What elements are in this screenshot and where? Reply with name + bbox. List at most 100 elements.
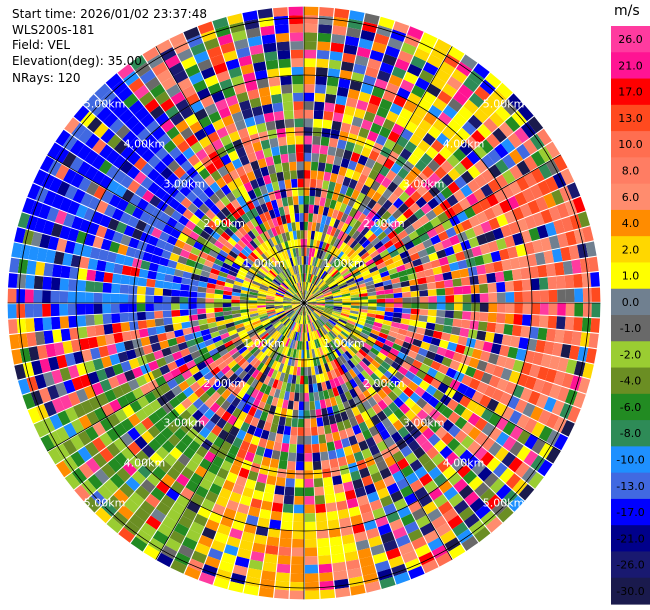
radar-gate: [464, 386, 477, 399]
radar-gate: [11, 349, 23, 365]
radar-gate: [289, 257, 294, 267]
radar-gate: [94, 270, 105, 282]
radar-gate: [284, 318, 291, 327]
radar-gate: [271, 217, 279, 227]
radar-gate: [247, 124, 258, 136]
radar-gate: [246, 200, 255, 211]
radar-gate: [481, 422, 495, 437]
radar-gate: [276, 216, 283, 226]
radar-gate: [376, 306, 386, 312]
radar-gate: [182, 271, 192, 279]
radar-gate: [76, 291, 86, 303]
radar-gate: [292, 248, 297, 257]
radar-gate: [260, 393, 269, 404]
radar-gate: [180, 409, 192, 422]
radar-gate: [523, 172, 537, 188]
radar-gate: [233, 339, 243, 348]
radar-gate: [196, 297, 206, 303]
radar-gate: [315, 320, 322, 328]
radar-gate: [274, 225, 282, 235]
radar-gate: [422, 501, 438, 515]
radar-gate: [255, 381, 264, 391]
radar-gate: [203, 225, 214, 235]
radar-gate: [228, 150, 239, 162]
radar-gate: [382, 319, 392, 326]
radar-gate: [223, 314, 233, 320]
radar-gate: [528, 227, 541, 241]
radar-gate: [548, 303, 558, 316]
radar-gate: [151, 368, 163, 379]
radar-gate: [85, 457, 101, 474]
radar-gate: [355, 233, 364, 243]
radar-gate: [343, 44, 358, 55]
radar-gate: [557, 289, 566, 303]
radar-gate: [305, 306, 309, 315]
radar-gate: [305, 590, 320, 600]
radar-gate: [263, 322, 272, 329]
radar-gate: [306, 305, 313, 313]
radar-gate: [265, 183, 274, 193]
radar-gate: [266, 273, 275, 281]
radar-gate: [490, 250, 502, 263]
radar-gate: [241, 108, 254, 120]
radar-gate: [361, 269, 371, 277]
radar-gate: [269, 315, 278, 321]
radar-gate: [198, 115, 212, 129]
radar-gate: [277, 555, 291, 565]
radar-gate: [458, 197, 471, 211]
radar-gate: [179, 249, 191, 259]
radar-gate: [437, 459, 451, 473]
radar-gate: [435, 316, 445, 325]
radar-gate: [112, 385, 125, 399]
radar-gate: [106, 427, 120, 442]
radar-gate: [322, 119, 333, 130]
radar-gate: [241, 459, 253, 471]
radar-gate: [75, 204, 88, 219]
radar-gate: [288, 288, 296, 295]
radar-gate: [327, 342, 335, 351]
radar-gate: [378, 266, 388, 274]
radar-gate: [121, 446, 135, 461]
radar-gate: [376, 294, 386, 299]
radar-gate: [313, 478, 324, 488]
radar-gate: [351, 343, 361, 352]
radar-gate: [292, 304, 301, 308]
radar-gate: [339, 517, 352, 528]
radar-gate: [357, 202, 367, 213]
radar-gate: [119, 303, 129, 313]
radar-gate: [257, 303, 266, 306]
radar-gate: [451, 326, 461, 336]
radar-gate: [46, 207, 60, 222]
radar-gate: [344, 105, 356, 117]
radar-gate: [333, 297, 343, 300]
radar-gate: [16, 274, 27, 289]
radar-gate: [469, 497, 486, 513]
radar-gate: [252, 542, 266, 554]
radar-gate: [258, 353, 267, 362]
radar-gate: [117, 63, 134, 80]
radar-gate: [445, 451, 459, 466]
radar-gate: [257, 298, 266, 301]
radar-gate: [102, 112, 119, 128]
radar-gate: [412, 359, 423, 370]
radar-gate: [305, 315, 308, 325]
radar-gate: [55, 382, 68, 397]
radar-gate: [392, 209, 403, 220]
radar-gate: [445, 303, 455, 311]
radar-gate: [450, 270, 461, 279]
radar-gate: [324, 298, 334, 301]
radar-gate: [476, 360, 488, 372]
radar-gate: [439, 61, 456, 76]
radar-gate: [454, 430, 468, 444]
radar-gate: [225, 122, 238, 135]
radar-gate: [364, 455, 376, 468]
radar-gate: [346, 27, 361, 39]
radar-gate: [364, 483, 377, 495]
radar-gate: [111, 313, 121, 324]
radar-gate: [436, 249, 447, 259]
radar-gate: [195, 485, 209, 499]
radar-gate: [290, 564, 304, 574]
radar-gate: [168, 62, 185, 77]
radar-gate: [220, 266, 230, 274]
radar-gate: [225, 322, 235, 329]
